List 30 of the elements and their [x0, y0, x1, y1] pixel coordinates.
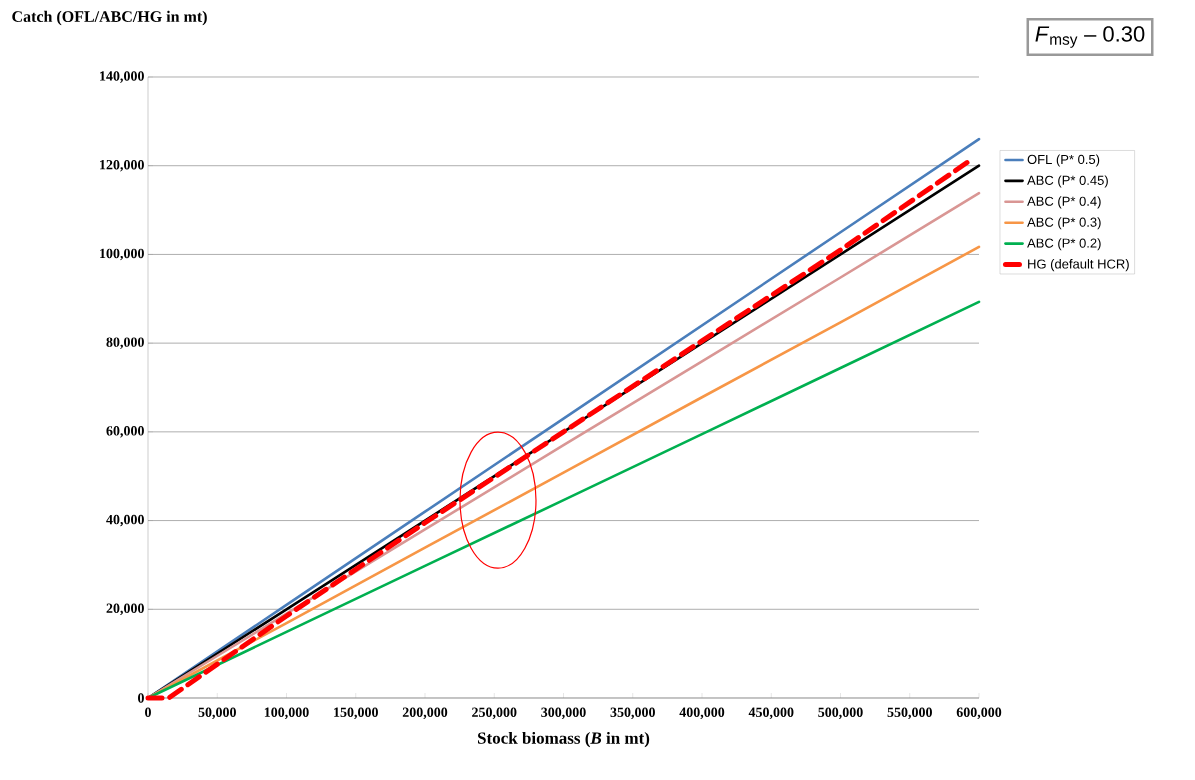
x-tick-label: 0 — [145, 707, 151, 717]
x-axis-title: Stock biomass (B in mt) — [477, 731, 650, 748]
x-tick-label: 50,000 — [198, 707, 236, 720]
x-tick-label: 350,000 — [610, 707, 655, 720]
y-axis-title: Catch (OFL/ABC/HG in mt) — [12, 10, 207, 26]
y-tick-label: 140,000 — [100, 71, 144, 83]
legend-label: ABC (P* 0.3) — [1027, 217, 1101, 230]
legend-label: HG (default HCR) — [1028, 259, 1129, 272]
x-tick-label: 400,000 — [679, 707, 725, 720]
y-tick-label: 100,000 — [100, 248, 144, 261]
x-tick-label: 600,000 — [956, 707, 1002, 720]
text: F$_{msy}$ – 0.30 — [1035, 26, 1145, 48]
legend-label: ABC (P* 0.45) — [1027, 175, 1108, 188]
y-tick-label: 40,000 — [106, 514, 144, 527]
x-tick-label: 300,000 — [541, 707, 586, 720]
x-tick-label: 250,000 — [472, 707, 517, 720]
x-tick-label: 500,000 — [818, 707, 863, 720]
x-tick-label: 150,000 — [334, 707, 378, 720]
legend-label: ABC (P* 0.4) — [1027, 196, 1101, 209]
x-tick-label: 200,000 — [402, 707, 448, 720]
legend-label: ABC (P* 0.2) — [1027, 238, 1101, 251]
legend-label: OFL (P* 0.5) — [1027, 154, 1100, 167]
y-tick-label: 0 — [138, 693, 144, 703]
x-tick-label: 550,000 — [887, 707, 932, 720]
y-tick-label: 20,000 — [106, 603, 144, 616]
x-tick-label: 450,000 — [748, 707, 794, 720]
y-tick-label: 120,000 — [100, 159, 144, 172]
y-tick-label: 80,000 — [106, 337, 144, 349]
y-tick-label: 60,000 — [106, 426, 144, 438]
x-tick-label: 100,000 — [264, 707, 309, 720]
